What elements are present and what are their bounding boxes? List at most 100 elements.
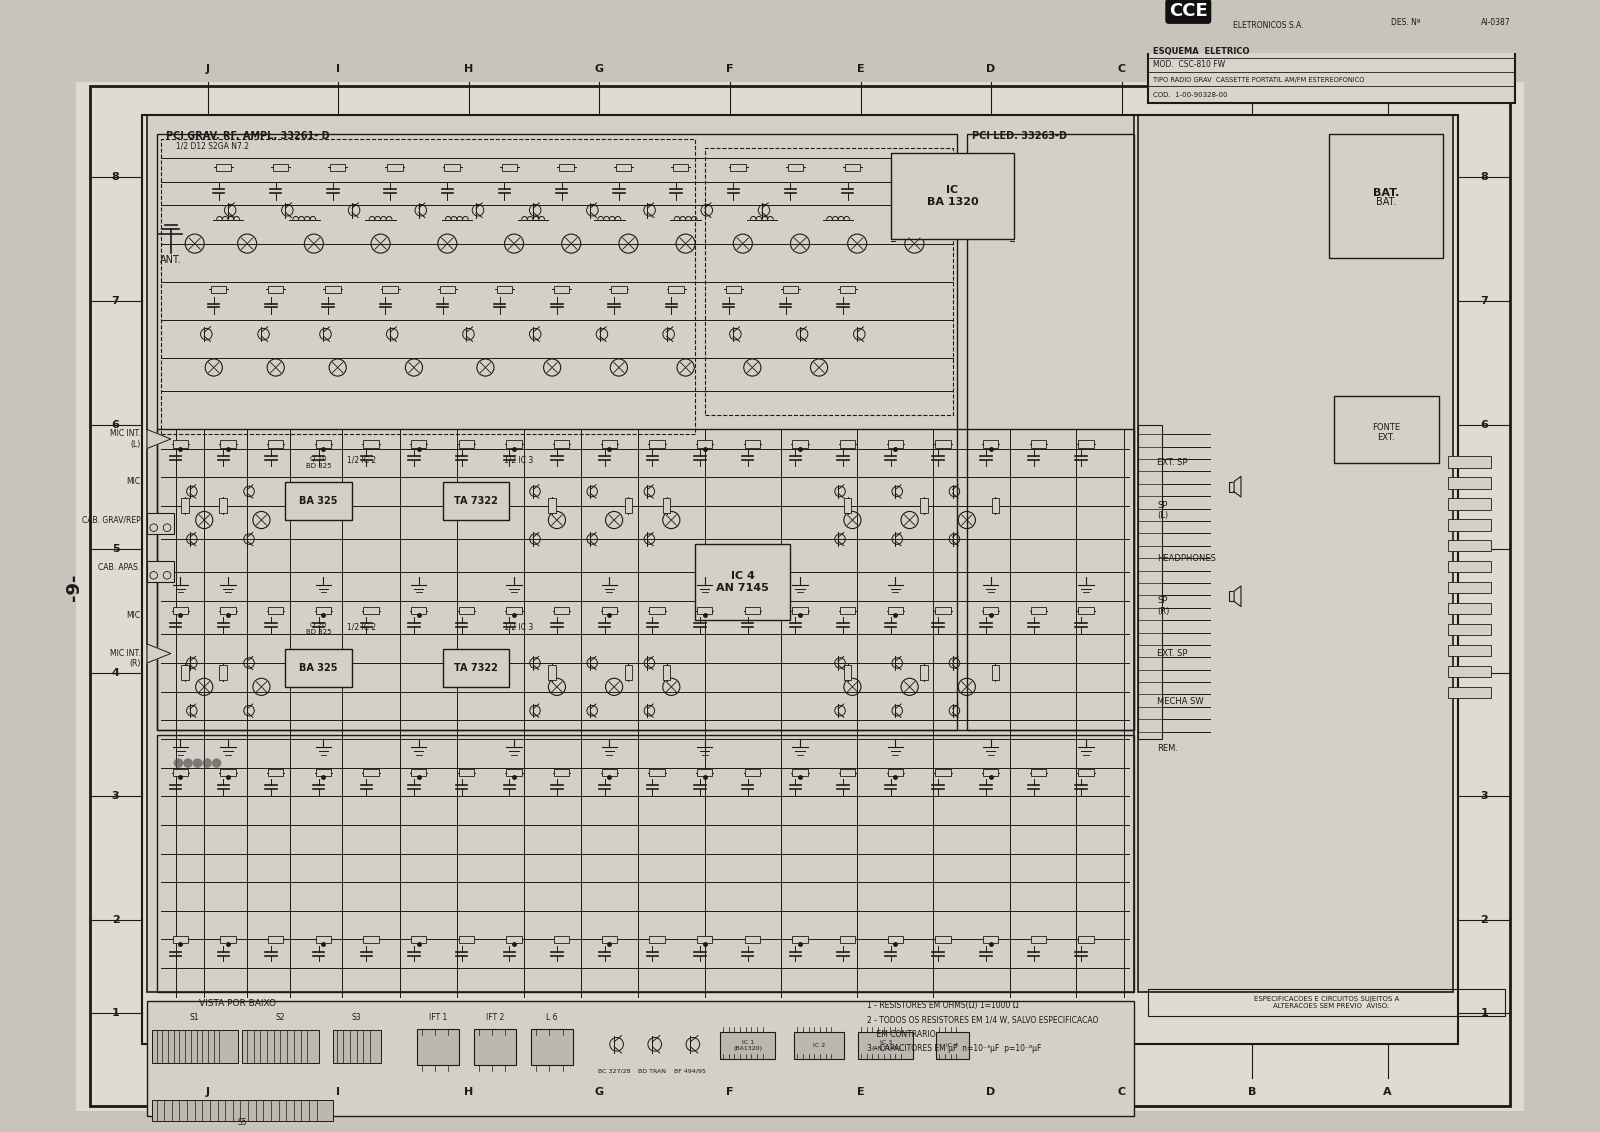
Bar [315,769,331,777]
Bar [1147,0,1515,103]
Bar [142,115,1458,1045]
Bar [221,936,235,943]
Bar [1078,440,1093,447]
Bar [966,134,1134,730]
Text: 5: 5 [1480,543,1488,554]
Bar [731,163,746,171]
Bar [269,769,283,777]
Bar [549,664,555,680]
Text: CAB. GRAV/REP: CAB. GRAV/REP [82,515,141,524]
Bar [982,440,998,447]
Bar [992,664,1000,680]
Bar [698,440,712,447]
Bar [650,440,664,447]
Bar [936,769,950,777]
Text: 6: 6 [112,420,120,430]
Bar [674,163,688,171]
Text: IC 4: IC 4 [946,1043,958,1048]
Bar [558,163,574,171]
Bar [891,153,1014,239]
Bar [1448,477,1491,489]
Bar [363,607,379,615]
Text: 1 - RESISTORES EM OHMS(Ω) 1=1000 Ω: 1 - RESISTORES EM OHMS(Ω) 1=1000 Ω [867,1002,1018,1011]
Bar [1030,607,1046,615]
Bar [173,440,189,447]
Text: 3: 3 [112,791,120,801]
Text: FONTE
EXT.: FONTE EXT. [1373,422,1400,441]
Bar [1448,561,1491,573]
Bar [173,607,189,615]
Bar [162,139,694,435]
Bar [602,769,618,777]
Bar [498,285,512,293]
Text: C: C [1118,1087,1126,1097]
Text: Q 10
BD 325: Q 10 BD 325 [306,455,331,469]
Text: ESQUEMA  ELETRICO: ESQUEMA ELETRICO [1152,46,1250,55]
Bar [325,285,341,293]
Bar [704,148,952,415]
Bar [315,936,331,943]
Circle shape [202,758,211,767]
Text: L 6: L 6 [547,1013,558,1022]
Bar [982,769,998,777]
Bar [285,482,352,520]
Bar [440,285,454,293]
Bar [315,607,331,615]
Bar [698,607,712,615]
Text: CCE: CCE [1170,2,1208,20]
Bar [443,482,509,520]
Text: 3 - CAPACITORES EM μF  n=10⁻³μF  p=10⁻⁶μF: 3 - CAPACITORES EM μF n=10⁻³μF p=10⁻⁶μF [867,1045,1042,1053]
Text: H: H [464,1087,474,1097]
Bar [616,163,632,171]
Text: BAT.: BAT. [1373,188,1400,198]
Text: 5: 5 [112,543,120,554]
Text: 1: 1 [1480,1009,1488,1019]
Bar [285,649,352,687]
Bar [549,498,555,513]
Text: D: D [987,1087,995,1097]
Bar [173,936,189,943]
Text: IC 1
(BA1320): IC 1 (BA1320) [733,1040,762,1050]
Bar [602,936,618,943]
Text: CAB. APAS.: CAB. APAS. [98,564,141,572]
Text: B: B [1248,65,1256,75]
Bar [221,440,235,447]
Text: BAT.: BAT. [1376,197,1397,207]
Bar [744,769,760,777]
Bar [792,440,808,447]
Polygon shape [147,429,171,448]
Bar [1448,456,1491,468]
Bar [936,936,950,943]
Bar [840,607,856,615]
Bar [1448,624,1491,635]
Text: E: E [856,65,864,75]
Text: SP
(L): SP (L) [1157,500,1168,521]
Text: TA 7322: TA 7322 [454,662,498,672]
Bar [840,440,856,447]
Polygon shape [1234,477,1242,497]
Bar [602,607,618,615]
Text: SP
(R): SP (R) [1157,597,1170,616]
Bar [840,285,856,293]
Text: D: D [987,65,995,75]
Bar [269,936,283,943]
Bar [459,607,474,615]
Bar [1138,115,1453,992]
Bar [1229,591,1234,601]
Bar [936,440,950,447]
Text: 7: 7 [1480,295,1488,306]
Bar [920,498,928,513]
Bar [888,607,902,615]
Text: S1: S1 [190,1013,200,1022]
Bar [554,285,570,293]
Text: H: H [464,65,474,75]
Text: S3: S3 [352,1013,362,1022]
Bar [269,285,283,293]
Bar [157,134,957,730]
Bar [330,163,346,171]
Bar [1448,666,1491,677]
Bar [840,769,856,777]
Bar [669,285,683,293]
Text: BF 494/95: BF 494/95 [675,1069,706,1074]
Text: F: F [726,1087,734,1097]
